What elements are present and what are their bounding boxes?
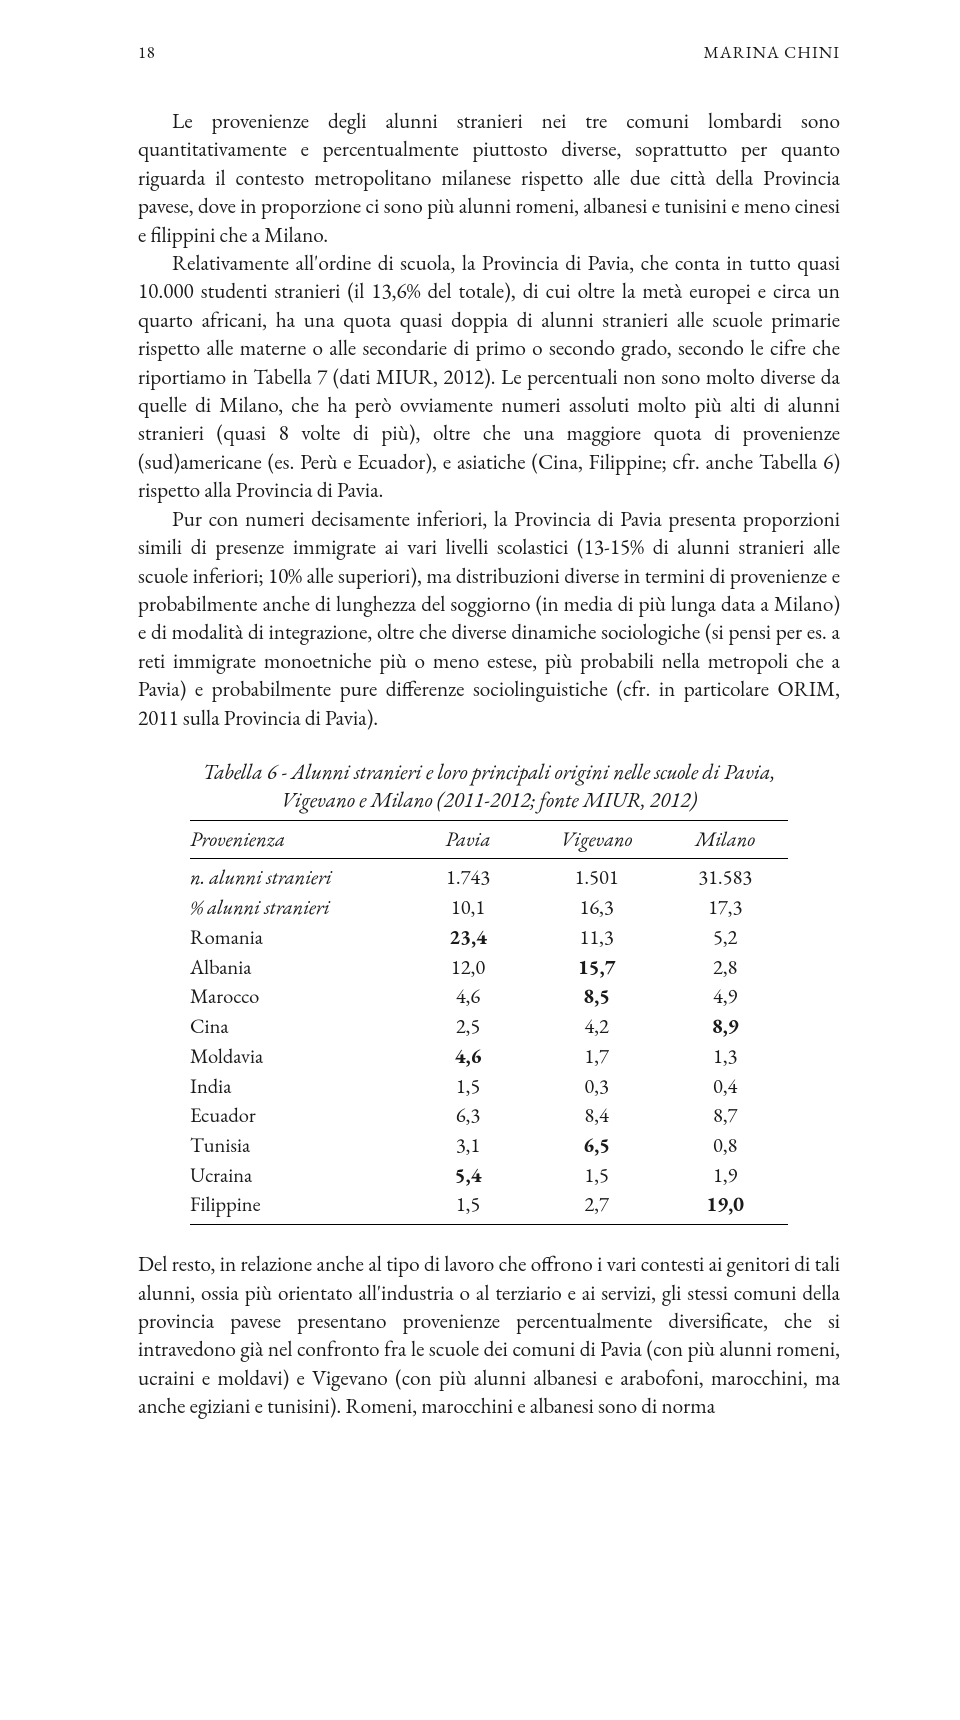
cell-value: 8,7 — [662, 1101, 788, 1131]
cell-value: 15,7 — [531, 953, 663, 983]
cell-value: 1.743 — [405, 859, 531, 893]
table-row: Moldavia4,61,71,3 — [190, 1042, 788, 1072]
cell-value: 17,3 — [662, 893, 788, 923]
cell-value: 0,4 — [662, 1072, 788, 1102]
running-header: 18 MARINA CHINI — [138, 42, 840, 64]
col-milano: Milano — [662, 820, 788, 859]
row-label: Moldavia — [190, 1042, 405, 1072]
table-row: India1,50,30,4 — [190, 1072, 788, 1102]
cell-value: 12,0 — [405, 953, 531, 983]
table-caption: Tabella 6 - Alunni stranieri e loro prin… — [138, 759, 840, 816]
col-provenienza: Provenienza — [190, 820, 405, 859]
col-vigevano: Vigevano — [531, 820, 663, 859]
row-label: India — [190, 1072, 405, 1102]
cell-value: 4,6 — [405, 1042, 531, 1072]
cell-value: 0,8 — [662, 1131, 788, 1161]
cell-value: 2,7 — [531, 1190, 663, 1224]
header-author: MARINA CHINI — [704, 42, 840, 64]
cell-value: 19,0 — [662, 1190, 788, 1224]
cell-value: 5,4 — [405, 1161, 531, 1191]
row-label: Romania — [190, 923, 405, 953]
row-label: Tunisia — [190, 1131, 405, 1161]
table-header-row: Provenienza Pavia Vigevano Milano — [190, 820, 788, 859]
cell-value: 4,6 — [405, 982, 531, 1012]
table-body: n. alunni stranieri1.7431.50131.583% alu… — [190, 859, 788, 1225]
row-label: Albania — [190, 953, 405, 983]
table-row: Albania12,015,72,8 — [190, 953, 788, 983]
table-caption-line1: Tabella 6 - Alunni stranieri e loro prin… — [203, 759, 775, 786]
cell-value: 10,1 — [405, 893, 531, 923]
paragraph-4: Del resto, in relazione anche al tipo di… — [138, 1251, 840, 1421]
cell-value: 1,5 — [405, 1072, 531, 1102]
cell-value: 1,5 — [405, 1190, 531, 1224]
cell-value: 1,9 — [662, 1161, 788, 1191]
table-row: Filippine1,52,719,0 — [190, 1190, 788, 1224]
row-label: n. alunni stranieri — [190, 859, 405, 893]
page-number: 18 — [138, 42, 155, 64]
row-label: % alunni stranieri — [190, 893, 405, 923]
row-label: Ucraina — [190, 1161, 405, 1191]
origins-table: Provenienza Pavia Vigevano Milano n. alu… — [190, 820, 788, 1225]
cell-value: 16,3 — [531, 893, 663, 923]
table-row: n. alunni stranieri1.7431.50131.583 — [190, 859, 788, 893]
cell-value: 0,3 — [531, 1072, 663, 1102]
cell-value: 23,4 — [405, 923, 531, 953]
cell-value: 5,2 — [662, 923, 788, 953]
cell-value: 31.583 — [662, 859, 788, 893]
table-row: Ucraina5,41,51,9 — [190, 1161, 788, 1191]
row-label: Marocco — [190, 982, 405, 1012]
table-row: % alunni stranieri10,116,317,3 — [190, 893, 788, 923]
cell-value: 6,3 — [405, 1101, 531, 1131]
cell-value: 1,7 — [531, 1042, 663, 1072]
cell-value: 8,5 — [531, 982, 663, 1012]
paragraph-3: Pur con numeri decisamente inferiori, la… — [138, 506, 840, 733]
cell-value: 3,1 — [405, 1131, 531, 1161]
table-caption-line2: Vigevano e Milano (2011-2012; fonte MIUR… — [281, 787, 697, 814]
cell-value: 8,4 — [531, 1101, 663, 1131]
row-label: Filippine — [190, 1190, 405, 1224]
cell-value: 4,2 — [531, 1012, 663, 1042]
cell-value: 4,9 — [662, 982, 788, 1012]
row-label: Cina — [190, 1012, 405, 1042]
row-label: Ecuador — [190, 1101, 405, 1131]
body-text-block-1: Le provenienze degli alunni stranieri ne… — [138, 108, 840, 733]
table-row: Ecuador6,38,48,7 — [190, 1101, 788, 1131]
col-pavia: Pavia — [405, 820, 531, 859]
cell-value: 2,8 — [662, 953, 788, 983]
body-text-block-2: Del resto, in relazione anche al tipo di… — [138, 1251, 840, 1421]
cell-value: 1.501 — [531, 859, 663, 893]
paragraph-2: Relativamente all'ordine di scuola, la P… — [138, 250, 840, 506]
table-row: Romania23,411,35,2 — [190, 923, 788, 953]
cell-value: 1,5 — [531, 1161, 663, 1191]
cell-value: 6,5 — [531, 1131, 663, 1161]
cell-value: 11,3 — [531, 923, 663, 953]
table-6: Provenienza Pavia Vigevano Milano n. alu… — [190, 820, 788, 1225]
table-row: Marocco4,68,54,9 — [190, 982, 788, 1012]
cell-value: 8,9 — [662, 1012, 788, 1042]
page: 18 MARINA CHINI Le provenienze degli alu… — [0, 0, 960, 1720]
cell-value: 1,3 — [662, 1042, 788, 1072]
table-row: Cina2,54,28,9 — [190, 1012, 788, 1042]
cell-value: 2,5 — [405, 1012, 531, 1042]
paragraph-1: Le provenienze degli alunni stranieri ne… — [138, 108, 840, 250]
table-row: Tunisia3,16,50,8 — [190, 1131, 788, 1161]
